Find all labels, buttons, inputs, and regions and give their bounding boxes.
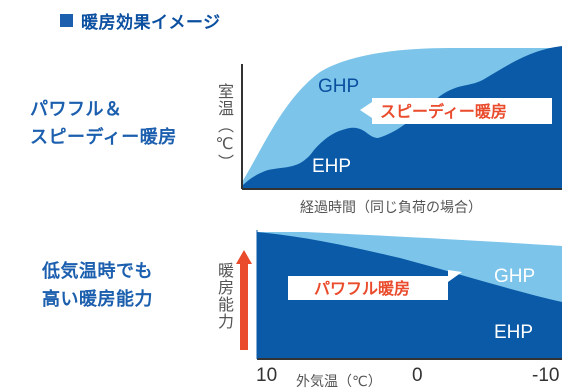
panel1-side-title-line1: パワフル＆ xyxy=(30,99,123,120)
panel1-side-title: パワフル＆ スピーディー暖房 xyxy=(30,96,177,152)
panel2-tick-10: 10 xyxy=(256,365,277,386)
panel2-side-title-line1: 低気温時でも xyxy=(42,261,153,282)
panel2-callout-text: パワフル暖房 xyxy=(314,279,410,298)
panel1-x-axis-label: 経過時間（同じ負荷の場合） xyxy=(300,200,482,216)
panel2-tick-0: 0 xyxy=(412,365,423,386)
panel1-ehp-area xyxy=(242,46,562,188)
section-header: 暖房効果イメージ xyxy=(60,8,221,33)
panel2-ghp-label: GHP xyxy=(494,266,535,287)
panel2-x-axis-label: 外気温（℃） xyxy=(296,374,382,390)
panel2-side-title-line2: 高い暖房能力 xyxy=(42,289,153,310)
section-title: 暖房効果イメージ xyxy=(81,13,221,33)
panel2-tick-minus10: -10 xyxy=(532,365,559,386)
panel1-callout-text: スピーディー暖房 xyxy=(380,102,507,121)
panel2-side-title: 低気温時でも 高い暖房能力 xyxy=(42,258,153,314)
panel2-ehp-label: EHP xyxy=(494,322,533,343)
panel2-y-axis-label: 暖房能力 xyxy=(215,262,234,330)
panel2-callout: パワフル暖房 xyxy=(288,270,462,300)
panel1-ehp-label: EHP xyxy=(312,156,351,177)
panel1-callout: スピーディー暖房 xyxy=(360,98,552,124)
panel1-side-title-line2: スピーディー暖房 xyxy=(30,127,177,148)
panel1-y-axis-label: 室温（℃） xyxy=(215,83,234,171)
panel1-ghp-label: GHP xyxy=(318,76,359,97)
up-arrow-icon xyxy=(236,250,252,350)
panel1-chart: GHP EHP スピーディー暖房 xyxy=(241,46,562,190)
square-bullet-icon xyxy=(60,14,73,27)
panel2-chart: GHP EHP パワフル暖房 xyxy=(256,230,562,360)
